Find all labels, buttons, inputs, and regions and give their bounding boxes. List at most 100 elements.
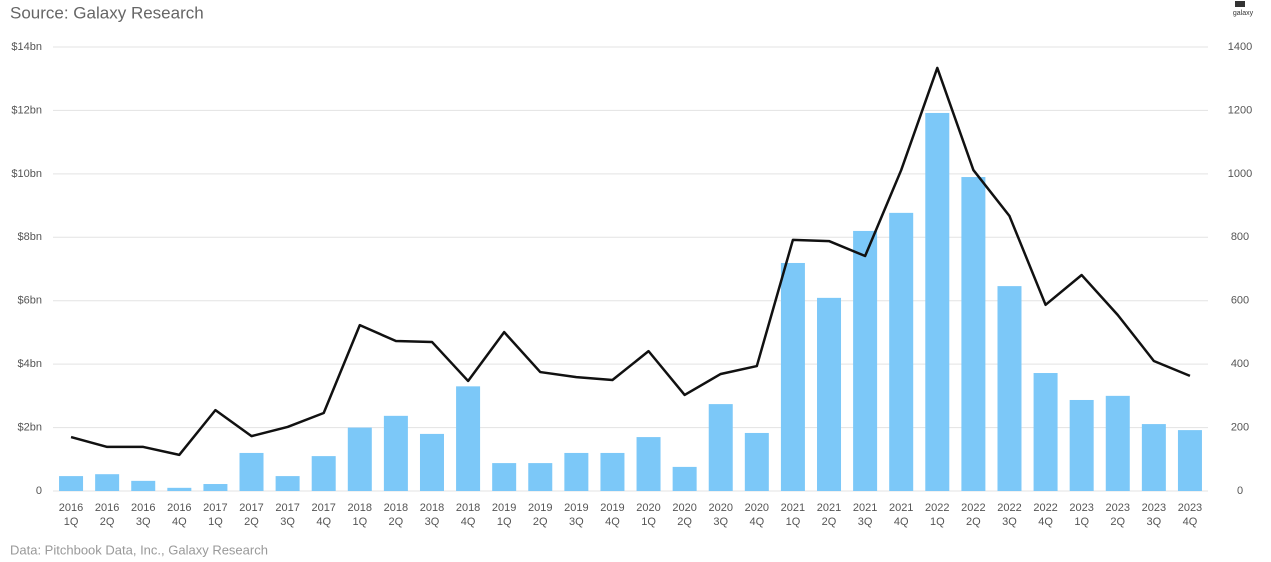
x-tick-label: 4Q <box>316 516 331 528</box>
bar <box>780 262 805 491</box>
bar <box>456 386 481 491</box>
x-tick-label: 1Q <box>208 516 223 528</box>
x-tick-label: 2023 <box>1106 502 1130 514</box>
x-tick-label: 2Q <box>677 516 692 528</box>
x-tick-label: 4Q <box>605 516 620 528</box>
bar <box>564 452 589 491</box>
y2-tick-label: 0 <box>1237 485 1243 497</box>
x-tick-label: 2023 <box>1178 502 1202 514</box>
x-tick-label: 1Q <box>930 516 945 528</box>
logo-icon <box>1235 1 1245 7</box>
x-tick-label: 4Q <box>749 516 764 528</box>
x-tick-label: 2022 <box>961 502 985 514</box>
bar <box>528 463 553 491</box>
bar <box>961 177 986 491</box>
x-tick-label: 2017 <box>275 502 299 514</box>
y-tick-label: $12bn <box>11 104 42 116</box>
bar <box>419 433 444 491</box>
x-tick-label: 3Q <box>713 516 728 528</box>
bar <box>1105 395 1130 491</box>
bar <box>708 404 733 491</box>
x-tick-label: 2022 <box>925 502 949 514</box>
x-tick-label: 3Q <box>1147 516 1162 528</box>
source-note: Data: Pitchbook Data, Inc., Galaxy Resea… <box>10 542 268 557</box>
x-tick-label: 2Q <box>244 516 259 528</box>
x-tick-label: 2019 <box>564 502 588 514</box>
bar <box>600 452 625 491</box>
x-tick-label: 2Q <box>100 516 115 528</box>
bar <box>347 427 372 491</box>
line <box>70 66 1191 457</box>
y-tick-label: $2bn <box>18 421 42 433</box>
x-tick-label: 1Q <box>352 516 367 528</box>
x-tick-label: 2020 <box>708 502 732 514</box>
bar <box>383 415 408 491</box>
x-tick-label: 2016 <box>59 502 83 514</box>
x-tick-label: 4Q <box>1038 516 1053 528</box>
x-tick-label: 2019 <box>600 502 624 514</box>
bar <box>311 456 336 491</box>
bar <box>1177 430 1202 491</box>
x-tick-label: 3Q <box>280 516 295 528</box>
x-tick-label: 2Q <box>966 516 981 528</box>
x-tick-label: 2018 <box>456 502 480 514</box>
y-tick-label: $8bn <box>18 231 42 243</box>
bar <box>672 466 697 491</box>
bar <box>167 487 192 491</box>
x-tick-label: 1Q <box>786 516 801 528</box>
bar <box>492 463 517 491</box>
x-tick-label: 1Q <box>1074 516 1089 528</box>
y2-tick-label: 1000 <box>1228 168 1252 180</box>
bar <box>1069 399 1094 491</box>
y2-tick-label: 1400 <box>1228 41 1252 53</box>
y2-tick-label: 1200 <box>1228 104 1252 116</box>
x-tick-label: 4Q <box>894 516 909 528</box>
bar <box>744 432 769 491</box>
bar <box>59 476 84 491</box>
y-tick-label: 0 <box>36 485 42 497</box>
bar <box>636 437 661 491</box>
bar <box>817 297 842 491</box>
y2-tick-label: 200 <box>1231 421 1249 433</box>
bar <box>275 476 300 491</box>
bar <box>853 230 878 491</box>
x-tick-label: 2018 <box>384 502 408 514</box>
x-tick-label: 2017 <box>311 502 335 514</box>
y2-tick-label: 400 <box>1231 358 1249 370</box>
y2-tick-label: 600 <box>1231 295 1249 307</box>
x-tick-label: 2016 <box>167 502 191 514</box>
x-tick-label: 2021 <box>781 502 805 514</box>
x-tick-label: 4Q <box>461 516 476 528</box>
x-tick-label: 2016 <box>131 502 155 514</box>
x-tick-label: 2016 <box>95 502 119 514</box>
x-tick-label: 2020 <box>745 502 769 514</box>
x-tick-label: 2020 <box>636 502 660 514</box>
bar <box>203 484 228 491</box>
y-tick-label: $6bn <box>18 295 42 307</box>
bar <box>889 212 914 491</box>
x-tick-label: 2017 <box>203 502 227 514</box>
logo: galaxy <box>1233 10 1254 17</box>
x-tick-label: 2Q <box>533 516 548 528</box>
x-tick-label: 3Q <box>425 516 440 528</box>
bar <box>131 480 156 491</box>
x-tick-label: 2022 <box>1033 502 1057 514</box>
bar <box>239 452 264 491</box>
x-tick-label: 2020 <box>672 502 696 514</box>
x-tick-label: 1Q <box>641 516 656 528</box>
x-tick-label: 2023 <box>1142 502 1166 514</box>
bar <box>95 474 120 491</box>
x-tick-label: 2022 <box>997 502 1021 514</box>
y-tick-label: $10bn <box>11 168 42 180</box>
y-tick-label: $14bn <box>11 41 42 53</box>
x-tick-label: 2Q <box>1110 516 1125 528</box>
x-tick-label: 3Q <box>136 516 151 528</box>
x-tick-label: 2019 <box>528 502 552 514</box>
y-tick-label: $4bn <box>18 358 42 370</box>
x-tick-label: 2021 <box>853 502 877 514</box>
x-tick-label: 2Q <box>389 516 404 528</box>
x-tick-label: 3Q <box>569 516 584 528</box>
x-tick-label: 2021 <box>817 502 841 514</box>
bar <box>925 112 950 492</box>
